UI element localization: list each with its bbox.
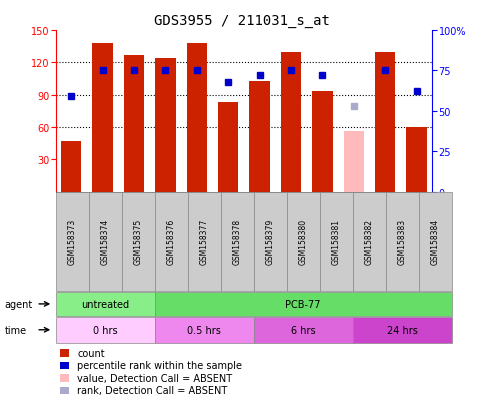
Text: 24 hrs: 24 hrs — [387, 325, 417, 335]
Text: GSM158381: GSM158381 — [332, 218, 341, 265]
Text: GSM158377: GSM158377 — [199, 218, 209, 265]
Text: percentile rank within the sample: percentile rank within the sample — [77, 361, 242, 370]
Text: value, Detection Call = ABSENT: value, Detection Call = ABSENT — [77, 373, 232, 383]
Text: time: time — [5, 325, 27, 335]
Text: GSM158373: GSM158373 — [68, 218, 76, 265]
Bar — [375, 52, 396, 192]
Bar — [281, 52, 301, 192]
Text: GSM158375: GSM158375 — [134, 218, 142, 265]
Bar — [343, 132, 364, 192]
Bar — [61, 142, 82, 192]
Text: PCB-77: PCB-77 — [285, 299, 321, 309]
Bar — [124, 56, 144, 192]
Bar — [186, 44, 207, 192]
Text: GSM158374: GSM158374 — [100, 218, 110, 265]
Text: 0.5 hrs: 0.5 hrs — [187, 325, 221, 335]
Bar — [249, 81, 270, 192]
Text: rank, Detection Call = ABSENT: rank, Detection Call = ABSENT — [77, 385, 227, 395]
Bar — [155, 59, 176, 192]
Bar — [92, 44, 113, 192]
Text: GDS3955 / 211031_s_at: GDS3955 / 211031_s_at — [154, 14, 329, 28]
Text: agent: agent — [5, 299, 33, 309]
Bar — [406, 128, 427, 192]
Text: 0 hrs: 0 hrs — [93, 325, 117, 335]
Bar — [312, 92, 333, 192]
Text: untreated: untreated — [81, 299, 129, 309]
Text: count: count — [77, 348, 105, 358]
Text: GSM158382: GSM158382 — [365, 218, 373, 265]
Text: GSM158383: GSM158383 — [398, 218, 407, 265]
Text: GSM158384: GSM158384 — [431, 218, 440, 265]
Text: GSM158378: GSM158378 — [233, 218, 242, 265]
Text: GSM158379: GSM158379 — [266, 218, 274, 265]
Bar — [218, 103, 239, 192]
Text: GSM158376: GSM158376 — [167, 218, 175, 265]
Text: 6 hrs: 6 hrs — [291, 325, 315, 335]
Text: GSM158380: GSM158380 — [298, 218, 308, 265]
